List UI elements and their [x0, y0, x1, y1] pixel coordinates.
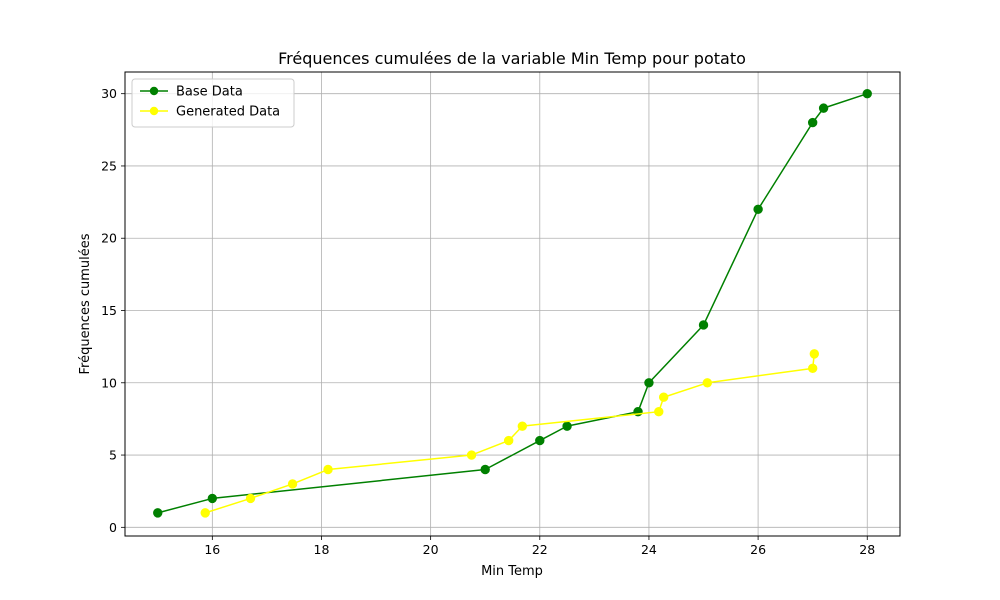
legend: Base Data Generated Data [131, 78, 295, 128]
data-point [654, 406, 664, 417]
y-tick-label: 20 [101, 231, 117, 246]
data-point [658, 392, 669, 402]
data-point [245, 493, 256, 504]
series-0 [153, 88, 872, 518]
data-point [200, 508, 210, 518]
data-point [809, 349, 820, 359]
legend-box [131, 78, 295, 128]
data-point [807, 363, 818, 374]
y-tick-label: 15 [101, 303, 117, 318]
data-point [562, 421, 572, 431]
data-point [535, 435, 545, 446]
y-tick-label: 25 [101, 158, 117, 173]
data-point [862, 88, 872, 99]
x-axis-label: Min Temp [481, 564, 543, 579]
x-tick-label: 20 [423, 542, 439, 557]
x-tick-label: 16 [204, 542, 220, 557]
data-point [807, 117, 818, 128]
x-tick-label: 24 [641, 542, 657, 557]
data-point [702, 378, 713, 388]
data-point [517, 421, 528, 431]
ticks: 16 18 20 22 24 26 28 0 5 10 15 20 25 30 [101, 86, 875, 557]
legend-marker [149, 86, 159, 96]
y-tick-label: 30 [101, 86, 117, 101]
legend-label: Base Data [176, 85, 243, 100]
x-tick-label: 26 [750, 542, 766, 557]
x-tick-label: 28 [859, 542, 875, 557]
data-point [480, 464, 490, 475]
series-line [157, 92, 868, 514]
series-1 [200, 349, 820, 518]
y-tick-label: 5 [109, 448, 117, 463]
y-tick-label: 0 [109, 520, 117, 535]
data-point [818, 103, 829, 113]
legend-marker [149, 106, 159, 116]
data-point [323, 464, 333, 475]
series-line [205, 353, 816, 514]
chart-title: Fréquences cumulées de la variable Min T… [278, 49, 746, 68]
x-tick-label: 22 [532, 542, 548, 557]
data-point [503, 435, 514, 446]
data-point [698, 320, 709, 330]
series-layer [153, 88, 872, 518]
y-tick-label: 10 [101, 375, 117, 390]
data-point [153, 508, 163, 518]
y-axis-label: Fréquences cumulées [78, 233, 93, 374]
x-tick-label: 18 [314, 542, 330, 557]
data-point [753, 204, 763, 215]
grid [125, 72, 900, 536]
data-point [287, 479, 298, 489]
data-point [466, 450, 477, 460]
plot-frame [124, 71, 901, 537]
data-point [207, 493, 218, 504]
data-point [644, 378, 654, 388]
legend-label: Generated Data [176, 105, 280, 120]
